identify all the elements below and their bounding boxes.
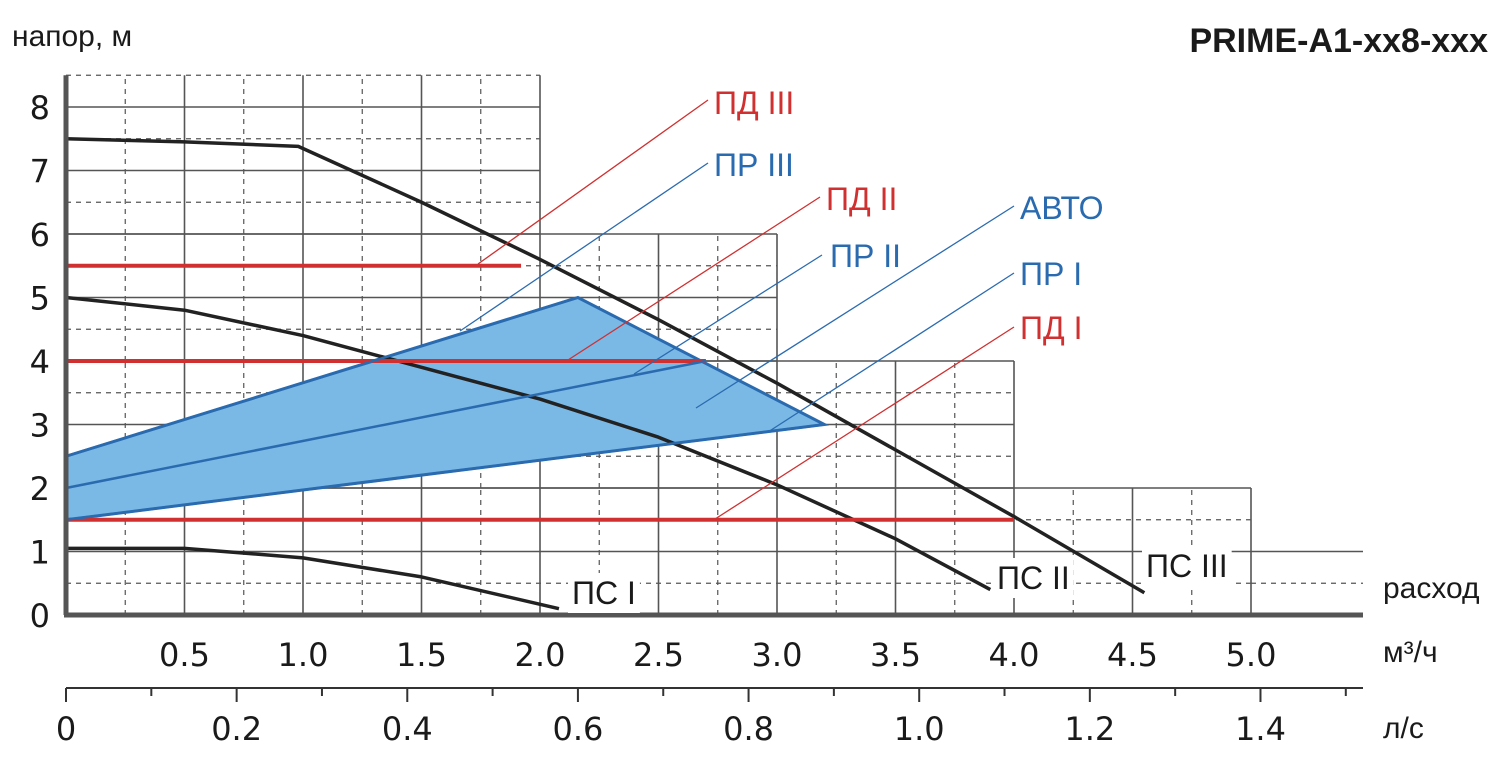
x-tick-label-secondary: 0 [56, 710, 76, 748]
series-lines [65, 137, 1146, 611]
leader-lines [459, 99, 1015, 522]
leader-АВТО [695, 205, 1015, 409]
curve-ПС-I [66, 546, 560, 611]
x-tick-label-secondary: 0.8 [723, 710, 774, 748]
x-tick-label-primary: 3.5 [870, 636, 921, 674]
label-backdrop [1142, 546, 1232, 586]
x-axis-title: расход [1383, 572, 1480, 605]
series-label: ПР II [830, 238, 901, 274]
leader-ПД-II [567, 196, 821, 361]
labels: 0 1 2 3 4 5 6 7 8 0.5 1.0 1.5 2.0 2.5 3.0 3.5 4.0 4.5 5.0 0… [30, 85, 1286, 748]
line-ПР-II [65, 359, 707, 490]
series-label: ПД II [826, 181, 897, 217]
series-label: АВТО [1020, 190, 1104, 226]
axes [63, 75, 1363, 702]
x-unit-secondary: л/с [1383, 712, 1424, 745]
label-backdrop [993, 558, 1074, 598]
series-label: ПР III [714, 147, 794, 183]
y-tick-label: 7 [30, 153, 50, 191]
x-tick-label-secondary: 1.2 [1064, 710, 1115, 748]
series-label: ПС II [997, 560, 1070, 596]
y-tick-label: 3 [30, 407, 50, 445]
x-unit-primary: м³/ч [1383, 636, 1438, 669]
series-label: ПС I [572, 575, 636, 611]
x-tick-label-primary: 2.0 [515, 636, 566, 674]
x-tick-label-primary: 3.0 [752, 636, 803, 674]
line-ПР-III [65, 296, 579, 458]
series-label: ПС III [1146, 548, 1228, 584]
y-tick-label: 5 [30, 280, 50, 318]
leader-ПД-III [477, 99, 709, 265]
line-ПР-I [65, 423, 825, 521]
chart-title: PRIME-A1-xx8-xxx [1189, 22, 1488, 60]
x-tick-label-secondary: 0.2 [211, 710, 262, 748]
x-tick-label-primary: 0.5 [159, 636, 210, 674]
leader-ПР-II [633, 254, 823, 375]
x-tick-label-secondary: 1.0 [894, 710, 945, 748]
x-tick-label-secondary: 0.6 [552, 710, 603, 748]
y-tick-label: 4 [30, 343, 50, 381]
x-tick-label-primary: 4.0 [989, 636, 1040, 674]
x-tick-label-primary: 1.5 [396, 636, 447, 674]
label-backdrop [568, 573, 640, 613]
auto-area-polygon [64, 295, 830, 522]
leader-ПР-III [459, 162, 709, 332]
series-label: ПД I [1020, 310, 1082, 346]
y-tick-label: 6 [30, 216, 50, 254]
x-tick-label-secondary: 1.4 [1235, 710, 1286, 748]
auto-area [64, 295, 830, 522]
series-label: ПР I [1020, 256, 1082, 292]
y-tick-label: 8 [30, 89, 50, 127]
x-tick-label-primary: 2.5 [633, 636, 684, 674]
x-tick-label-secondary: 0.4 [382, 710, 433, 748]
y-axis-title: напор, м [12, 20, 132, 53]
leader-ПД-I [711, 326, 1015, 522]
series-label: ПД III [714, 85, 794, 121]
curve-ПС-III [65, 137, 1146, 595]
y-tick-label: 1 [30, 534, 50, 572]
leader-ПР-I [767, 272, 1015, 433]
x-tick-label-primary: 4.5 [1107, 636, 1158, 674]
y-tick-label: 0 [30, 597, 50, 635]
x-tick-label-primary: 1.0 [278, 636, 329, 674]
x-tick-label-primary: 5.0 [1226, 636, 1277, 674]
y-tick-label: 2 [30, 470, 50, 508]
